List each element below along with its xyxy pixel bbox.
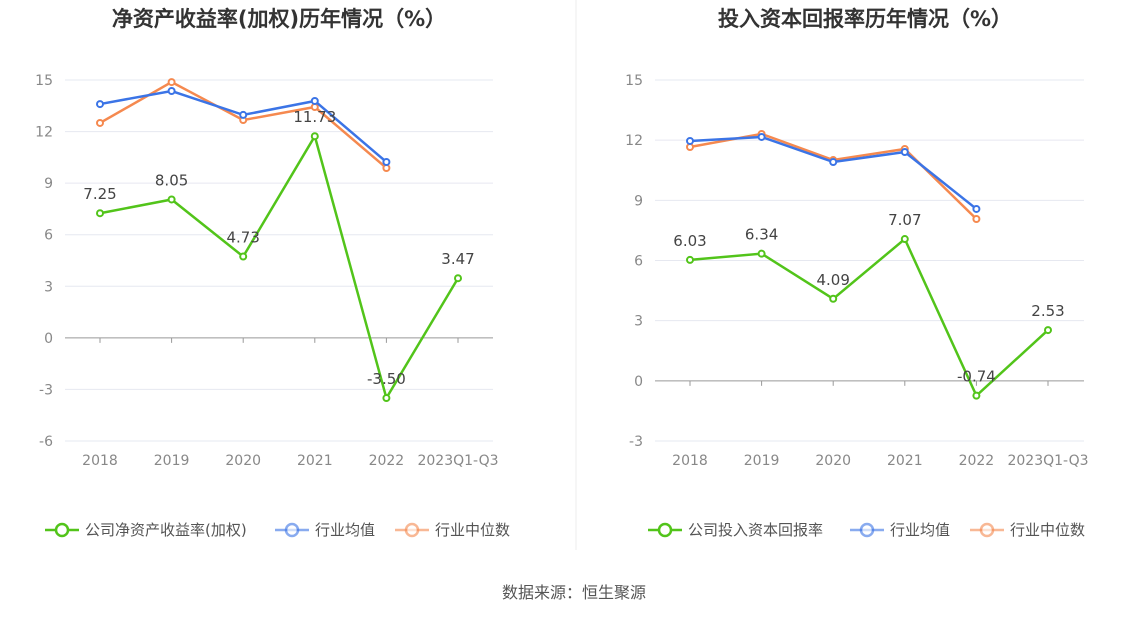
data-point[interactable] [96, 209, 104, 218]
series-line [99, 89, 388, 163]
data-point[interactable] [900, 147, 909, 156]
y-tick-label: 3 [44, 279, 53, 295]
legend-label[interactable]: 行业均值 [890, 521, 950, 539]
data-label: 4.09 [816, 271, 849, 289]
data-label: 7.25 [83, 185, 116, 203]
y-tick-label: -3 [39, 382, 53, 398]
data-point[interactable] [972, 391, 981, 400]
data-point[interactable] [239, 252, 248, 261]
source-note: 数据来源：恒生聚源 [502, 583, 646, 602]
data-point[interactable] [96, 100, 104, 109]
data-point[interactable] [829, 294, 838, 303]
data-label: 7.07 [888, 211, 921, 229]
legend-marker[interactable] [657, 522, 673, 538]
data-point[interactable] [1044, 326, 1052, 335]
legend-label[interactable]: 行业中位数 [435, 521, 510, 539]
x-tick-label: 2019 [154, 453, 190, 469]
data-point[interactable] [310, 96, 319, 105]
y-tick-label: 9 [634, 193, 643, 209]
data-label: 6.34 [745, 226, 778, 244]
data-point[interactable] [829, 158, 838, 167]
x-tick-label: 2020 [815, 453, 851, 469]
chart-title: 投入资本回报率历年情况（%） [718, 7, 1012, 31]
y-tick-label: -6 [39, 434, 53, 450]
y-tick-label: 12 [625, 133, 643, 149]
legend-marker[interactable] [404, 522, 420, 538]
data-point[interactable] [382, 394, 391, 403]
y-tick-label: 15 [625, 73, 643, 89]
data-label: 8.05 [155, 171, 188, 189]
data-point[interactable] [757, 249, 766, 258]
data-point[interactable] [900, 235, 909, 244]
x-tick-label: 2023Q1-Q3 [417, 453, 498, 469]
y-tick-label: 15 [35, 73, 53, 89]
data-label: 6.03 [673, 232, 706, 250]
data-point[interactable] [972, 214, 981, 223]
series-line [689, 132, 978, 220]
y-tick-label: 12 [35, 125, 53, 141]
y-tick-label: 0 [634, 374, 643, 390]
series-line [99, 133, 460, 402]
data-point[interactable] [310, 132, 319, 141]
data-point[interactable] [454, 274, 462, 283]
legend-marker[interactable] [54, 522, 70, 538]
y-tick-label: 0 [44, 331, 53, 347]
data-point[interactable] [167, 87, 176, 96]
data-point[interactable] [757, 132, 766, 141]
x-tick-label: 2020 [225, 453, 261, 469]
legend-label[interactable]: 公司投入资本回报率 [688, 521, 823, 539]
data-point[interactable] [167, 78, 176, 87]
y-tick-label: 6 [634, 254, 643, 270]
data-label: 3.47 [441, 250, 474, 268]
series-line [689, 237, 1049, 398]
legend-marker[interactable] [979, 522, 995, 538]
data-point[interactable] [686, 255, 694, 264]
data-label: 11.73 [293, 108, 336, 126]
x-tick-label: 2018 [82, 453, 118, 469]
data-label: 2.53 [1031, 302, 1064, 320]
data-point[interactable] [382, 157, 391, 166]
y-tick-label: 9 [44, 176, 53, 192]
x-tick-label: 2023Q1-Q3 [1007, 453, 1088, 469]
legend-marker[interactable] [284, 522, 300, 538]
data-label: 4.73 [226, 229, 259, 247]
data-point[interactable] [972, 204, 981, 213]
data-point[interactable] [686, 136, 694, 145]
x-tick-label: 2019 [744, 453, 780, 469]
data-label: -3.50 [367, 370, 406, 388]
legend-marker[interactable] [859, 522, 875, 538]
data-point[interactable] [239, 110, 248, 119]
series-line [689, 135, 978, 210]
x-tick-label: 2022 [959, 453, 995, 469]
y-tick-label: -3 [629, 434, 643, 450]
chart-title: 净资产收益率(加权)历年情况（%） [112, 7, 446, 31]
y-tick-label: 3 [634, 314, 643, 330]
legend-label[interactable]: 行业均值 [315, 521, 375, 539]
data-label: -0.74 [957, 368, 996, 386]
data-point[interactable] [96, 118, 104, 127]
legend-label[interactable]: 行业中位数 [1010, 521, 1085, 539]
y-tick-label: 6 [44, 228, 53, 244]
x-tick-label: 2018 [672, 453, 708, 469]
x-tick-label: 2021 [887, 453, 923, 469]
data-point[interactable] [167, 195, 176, 204]
x-tick-label: 2021 [297, 453, 333, 469]
legend-label[interactable]: 公司净资产收益率(加权) [85, 521, 247, 539]
x-tick-label: 2022 [369, 453, 405, 469]
